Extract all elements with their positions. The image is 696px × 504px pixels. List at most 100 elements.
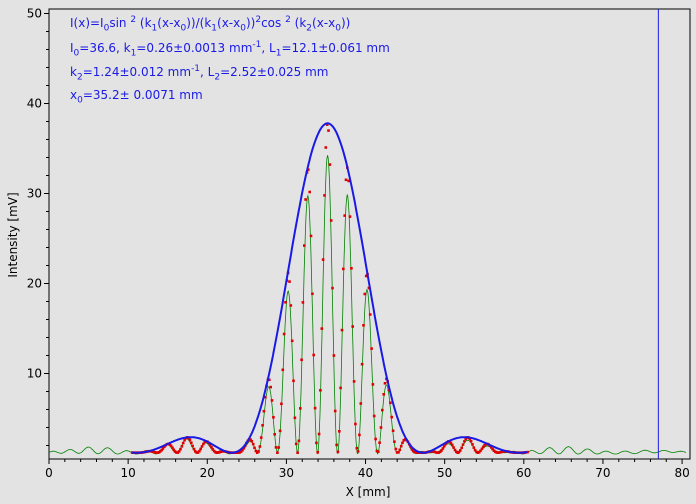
data-point: [473, 448, 477, 452]
param-sub: 2: [76, 72, 83, 83]
param-sub: 0: [73, 48, 80, 59]
formula-part: )): [340, 16, 351, 30]
y-tick-label: 50: [27, 7, 42, 21]
data-point: [455, 450, 458, 454]
data-point: [203, 440, 206, 444]
formula-part: (k: [290, 16, 307, 30]
data-point: [196, 451, 200, 454]
data-point: [250, 439, 254, 443]
data-point: [381, 408, 384, 412]
data-point: [163, 445, 166, 448]
data-point: [294, 442, 298, 446]
data-point: [360, 362, 364, 366]
data-point: [312, 353, 315, 357]
data-point: [338, 430, 341, 433]
param-sub: 1: [130, 48, 137, 59]
data-point: [483, 443, 486, 447]
data-point: [277, 446, 280, 449]
formula-sub: 0: [180, 23, 187, 34]
data-point: [194, 450, 197, 453]
data-point: [391, 429, 395, 432]
data-point: [374, 437, 377, 441]
data-point: [464, 437, 467, 441]
data-point: [463, 440, 466, 443]
data-point: [179, 447, 182, 451]
data-point: [339, 386, 342, 390]
data-point: [259, 436, 263, 439]
data-point: [329, 219, 333, 222]
data-point: [451, 443, 454, 447]
data-point: [490, 446, 493, 449]
data-point: [444, 442, 447, 446]
data-point: [434, 451, 438, 454]
data-point: [200, 445, 204, 448]
fit-curve: [131, 122, 528, 454]
data-point: [242, 447, 246, 450]
data-point: [172, 448, 176, 452]
data-point: [347, 179, 350, 183]
fit-params-line3: x0=35.2± 0.0071 mm: [70, 88, 203, 105]
data-point: [402, 439, 406, 442]
data-point: [378, 441, 381, 444]
data-point: [364, 274, 368, 278]
data-point: [440, 449, 443, 452]
data-point: [350, 267, 353, 270]
data-point: [471, 443, 474, 446]
data-point: [272, 416, 275, 419]
data-point: [348, 215, 352, 218]
data-point: [316, 451, 319, 454]
x-tick-label: 40: [358, 466, 373, 480]
data-point: [469, 440, 473, 443]
param-part: =35.2± 0.0071 mm: [82, 88, 203, 102]
param-part: =2.52±0.025 mm: [220, 65, 329, 79]
param-part: =12.1±0.061 mm: [281, 41, 390, 55]
data-point: [351, 325, 354, 328]
data-point: [183, 438, 186, 442]
formula-sup: 2: [255, 15, 262, 25]
data-point: [382, 393, 385, 396]
data-point: [362, 324, 365, 327]
data-point: [296, 451, 299, 454]
data-point: [320, 327, 324, 330]
data-point: [393, 440, 396, 443]
data-point: [258, 445, 262, 448]
data-point: [377, 450, 380, 453]
data-point: [315, 441, 318, 445]
x-tick-label: 60: [516, 466, 531, 480]
data-point: [461, 443, 465, 446]
param-sub: 2: [214, 72, 221, 83]
data-point: [173, 450, 177, 453]
formula-part: (x-x: [312, 16, 336, 30]
data-point: [300, 358, 303, 362]
data-point: [274, 446, 278, 449]
formula-sub: 0: [335, 23, 341, 34]
x-tick-label: 50: [437, 466, 452, 480]
x-tick-label: 30: [279, 466, 294, 480]
data-point: [301, 301, 305, 304]
data-point: [303, 244, 306, 247]
data-point: [410, 447, 414, 451]
data-point: [358, 433, 361, 437]
data-point: [321, 258, 325, 261]
data-point: [331, 286, 334, 290]
data-point: [383, 382, 387, 385]
formula-sub: 2: [306, 23, 313, 34]
data-point: [319, 389, 322, 392]
param-sub: 1: [275, 48, 282, 59]
data-point: [191, 444, 194, 448]
data-point: [218, 450, 221, 454]
param-part: k: [70, 65, 77, 79]
data-point: [459, 449, 462, 452]
data-point: [494, 450, 497, 454]
plot-area: [48, 8, 691, 460]
formula-sub: 1: [151, 23, 158, 34]
data-point: [354, 422, 357, 426]
data-point: [499, 450, 502, 454]
formula-part: (x-x: [217, 16, 241, 30]
data-point: [198, 449, 201, 453]
data-point: [308, 190, 311, 194]
fit-formula: I(x)=I0sin 2 (k1(x-x0))/(k1(x-x0))2cos 2…: [70, 15, 350, 33]
data-point: [281, 368, 285, 372]
formula-sub: 0: [103, 23, 110, 34]
